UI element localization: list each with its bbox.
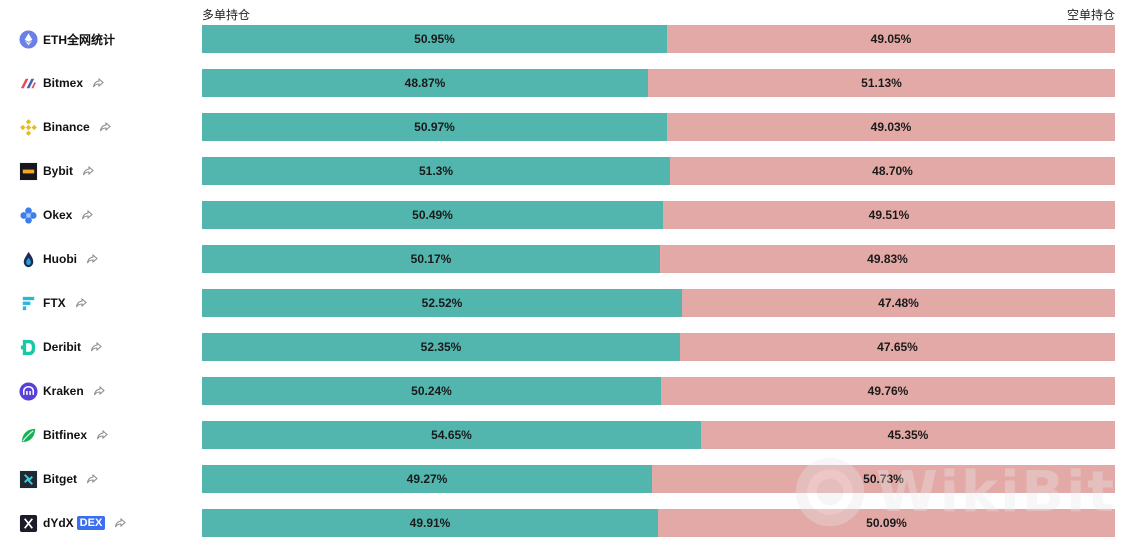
exchange-row: Huobi 50.17% 49.83% <box>0 245 1133 273</box>
ratio-bar: 51.3% 48.70% <box>202 157 1115 185</box>
long-bar: 50.49% <box>202 201 663 229</box>
short-bar: 49.76% <box>661 377 1115 405</box>
share-icon[interactable] <box>114 517 127 529</box>
short-bar: 49.51% <box>663 201 1115 229</box>
ratio-bar: 50.24% 49.76% <box>202 377 1115 405</box>
short-bar: 49.05% <box>667 25 1115 53</box>
exchange-row: Bitget 49.27% 50.73% <box>0 465 1133 493</box>
share-icon[interactable] <box>82 165 94 177</box>
ratio-bar: 50.17% 49.83% <box>202 245 1115 273</box>
ratio-bar: 49.91% 50.09% <box>202 509 1115 537</box>
short-positions-header: 空单持仓 <box>1066 8 1115 22</box>
exchange-name: FTX <box>43 296 66 310</box>
kraken-icon <box>19 381 38 401</box>
ratio-bar: 49.27% 50.73% <box>202 465 1115 493</box>
ratio-bar: 50.97% 49.03% <box>202 113 1115 141</box>
exchange-row: Kraken 50.24% 49.76% <box>0 377 1133 405</box>
exchange-label: Bitfinex <box>19 421 108 449</box>
short-bar: 49.83% <box>660 245 1115 273</box>
exchange-label: Okex <box>19 201 94 229</box>
exchange-label: Bitmex <box>19 69 104 97</box>
ratio-bar: 52.52% 47.48% <box>202 289 1115 317</box>
bitmex-icon <box>19 74 38 93</box>
exchange-label: ETH全网统计 <box>19 25 115 53</box>
exchange-label: Kraken <box>19 377 105 405</box>
share-icon[interactable] <box>92 77 104 89</box>
exchange-name: Bitget <box>43 472 77 486</box>
exchange-row: Deribit 52.35% 47.65% <box>0 333 1133 361</box>
bitfinex-icon <box>19 426 38 445</box>
exchange-name: ETH全网统计 <box>43 32 116 47</box>
ratio-bar: 54.65% 45.35% <box>202 421 1115 449</box>
long-bar: 51.3% <box>202 157 670 185</box>
long-bar: 50.17% <box>202 245 660 273</box>
exchange-name: Deribit <box>43 340 82 354</box>
exchange-row: dYdX DEX 49.91% 50.09% <box>0 509 1133 537</box>
dydx-icon <box>19 514 38 533</box>
short-bar: 49.03% <box>667 113 1115 141</box>
share-icon[interactable] <box>96 429 108 441</box>
exchange-name: Bybit <box>43 164 73 178</box>
short-bar: 45.35% <box>701 421 1115 449</box>
exchange-row: FTX 52.52% 47.48% <box>0 289 1133 317</box>
exchange-row: Binance 50.97% 49.03% <box>0 113 1133 141</box>
long-bar: 48.87% <box>202 69 648 97</box>
exchange-name: Binance <box>43 120 90 134</box>
long-bar: 50.24% <box>202 377 661 405</box>
share-icon[interactable] <box>86 473 98 485</box>
long-bar: 52.52% <box>202 289 682 317</box>
short-bar: 51.13% <box>648 69 1115 97</box>
ratio-bar: 52.35% 47.65% <box>202 333 1115 361</box>
exchange-label: Bitget <box>19 465 98 493</box>
okex-icon <box>19 206 38 225</box>
share-icon[interactable] <box>90 341 102 353</box>
exchange-name: Bitmex <box>43 76 84 90</box>
long-bar: 54.65% <box>202 421 701 449</box>
long-bar: 52.35% <box>202 333 680 361</box>
share-icon[interactable] <box>99 121 111 133</box>
short-bar: 48.70% <box>670 157 1115 185</box>
exchange-name: Huobi <box>43 252 77 266</box>
long-bar: 49.91% <box>202 509 658 537</box>
huobi-icon <box>19 250 38 269</box>
deribit-icon <box>19 338 38 357</box>
long-positions-header: 多单持仓 <box>202 8 251 22</box>
exchange-label: FTX <box>19 289 87 317</box>
exchange-label: Deribit <box>19 333 102 361</box>
exchange-label: dYdX DEX <box>19 509 127 537</box>
exchange-label: Huobi <box>19 245 98 273</box>
ratio-bar: 50.49% 49.51% <box>202 201 1115 229</box>
long-bar: 50.95% <box>202 25 667 53</box>
short-bar: 50.73% <box>652 465 1115 493</box>
exchange-name: Bitfinex <box>43 428 88 442</box>
dex-badge: DEX <box>76 516 106 530</box>
exchange-row: Bitmex 48.87% 51.13% <box>0 69 1133 97</box>
exchange-label: Binance <box>19 113 111 141</box>
share-icon[interactable] <box>86 253 98 265</box>
short-bar: 47.65% <box>680 333 1115 361</box>
ftx-icon <box>19 294 38 313</box>
ratio-bar: 48.87% 51.13% <box>202 69 1115 97</box>
share-icon[interactable] <box>81 209 94 221</box>
exchange-row: Okex 50.49% 49.51% <box>0 201 1133 229</box>
exchange-row: Bitfinex 54.65% 45.35% <box>0 421 1133 449</box>
exchange-name: Okex <box>43 208 73 222</box>
ethereum-icon <box>19 29 38 49</box>
exchange-name: dYdX <box>43 516 74 530</box>
exchange-label: Bybit <box>19 157 94 185</box>
ratio-bar: 50.95% 49.05% <box>202 25 1115 53</box>
exchange-row: Bybit 51.3% 48.70% <box>0 157 1133 185</box>
exchange-row: ETH全网统计 50.95% 49.05% <box>0 25 1133 53</box>
bitget-icon <box>19 470 38 489</box>
long-bar: 50.97% <box>202 113 667 141</box>
exchange-name: Kraken <box>43 384 84 398</box>
bybit-icon <box>19 162 38 181</box>
short-bar: 50.09% <box>658 509 1115 537</box>
share-icon[interactable] <box>75 297 87 309</box>
long-bar: 49.27% <box>202 465 652 493</box>
short-bar: 47.48% <box>682 289 1115 317</box>
share-icon[interactable] <box>93 385 105 397</box>
binance-icon <box>19 118 38 137</box>
